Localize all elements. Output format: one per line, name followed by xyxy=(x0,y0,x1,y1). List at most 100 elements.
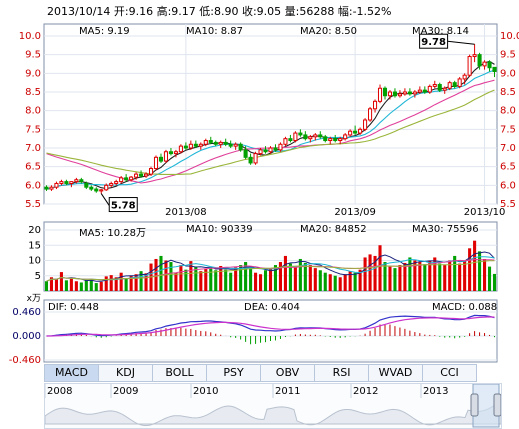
price-tick-right: 10.0 xyxy=(500,31,519,42)
tab-cci[interactable]: CCI xyxy=(423,364,477,382)
min-price-label: 5.78 xyxy=(111,201,136,212)
volume-bar xyxy=(154,258,158,291)
candle-body xyxy=(328,138,333,142)
range-drag-handle[interactable] xyxy=(470,393,479,417)
candle-body xyxy=(238,143,243,151)
candle-body xyxy=(382,87,388,97)
volume-bar xyxy=(378,245,382,291)
candle-body xyxy=(447,82,452,89)
candle-body xyxy=(472,54,477,58)
tab-psy[interactable]: PSY xyxy=(207,364,261,382)
volume-bar xyxy=(134,274,138,291)
nav-year-label: 2011 xyxy=(275,386,301,397)
price-ma30-legend: MA30: 8.14 xyxy=(412,26,470,37)
volume-bar xyxy=(124,278,128,291)
candle-body xyxy=(158,156,164,162)
volume-bar xyxy=(174,272,178,291)
candle-body xyxy=(273,147,278,151)
candle-body xyxy=(163,151,169,162)
candle-body xyxy=(407,91,412,95)
candle-body xyxy=(372,100,378,110)
candle-body xyxy=(358,128,363,134)
volume-bar xyxy=(473,240,477,291)
candle-body xyxy=(104,184,109,191)
volume-bar xyxy=(234,267,238,291)
tab-macd[interactable]: MACD xyxy=(44,364,99,382)
price-tick-left: 7.5 xyxy=(25,124,41,135)
price-tick-right: 6.0 xyxy=(500,180,516,191)
volume-ma5-line xyxy=(46,251,495,282)
candle-body xyxy=(318,134,323,138)
candle-body xyxy=(153,156,159,170)
macd-dea-legend: DEA: 0.404 xyxy=(244,302,300,313)
candle-body xyxy=(432,84,437,87)
volume-bar xyxy=(79,282,83,291)
volume-bar xyxy=(418,262,422,291)
candle-body xyxy=(64,181,69,184)
volume-bar xyxy=(209,268,213,291)
price-ma20-legend: MA20: 8.50 xyxy=(300,26,358,37)
volume-bar xyxy=(244,262,248,291)
volume-bar xyxy=(393,268,397,291)
volume-bar xyxy=(104,276,108,291)
candle-body xyxy=(193,143,198,147)
volume-tick: 10 xyxy=(28,256,41,267)
volume-bar xyxy=(54,279,58,291)
candle-body xyxy=(343,134,348,140)
candle-body xyxy=(124,177,129,181)
volume-bar xyxy=(229,272,233,291)
volume-bar xyxy=(293,266,297,291)
tab-obv[interactable]: OBV xyxy=(261,364,315,382)
volume-bar xyxy=(189,261,193,291)
indicator-tabs: MACD KDJ BOLL PSY OBV RSI WVAD CCI xyxy=(44,364,478,382)
volume-bar xyxy=(433,257,437,291)
price-tick-left: 7.0 xyxy=(25,143,41,154)
candle-body xyxy=(348,130,353,136)
volume-bar xyxy=(308,265,312,291)
volume-bar xyxy=(249,268,253,291)
dea-line xyxy=(46,316,495,337)
volume-bar xyxy=(483,258,487,291)
candle-body xyxy=(129,176,134,181)
volume-bar xyxy=(358,269,362,291)
volume-bar xyxy=(468,248,472,291)
price-tick-left: 5.5 xyxy=(25,199,41,210)
candle-body xyxy=(437,84,442,91)
volume-bar xyxy=(94,283,98,291)
price-tick-right: 7.0 xyxy=(500,143,516,154)
tab-kdj[interactable]: KDJ xyxy=(99,364,153,382)
tab-rsi[interactable]: RSI xyxy=(315,364,369,382)
volume-bar xyxy=(463,260,467,291)
annotation-leader xyxy=(100,193,110,206)
candle-body xyxy=(477,54,482,67)
tab-boll[interactable]: BOLL xyxy=(153,364,207,382)
volume-bar xyxy=(44,281,49,291)
candle-body xyxy=(79,179,84,183)
range-drag-handle[interactable] xyxy=(493,393,501,417)
volume-bar xyxy=(259,274,263,291)
candle-body xyxy=(44,186,49,190)
price-ma5-legend: MA5: 9.19 xyxy=(79,26,130,37)
volume-bar xyxy=(438,263,442,291)
volume-tick: 20 xyxy=(28,225,41,236)
volume-bar xyxy=(458,263,462,291)
candle-body xyxy=(114,181,119,184)
candle-body xyxy=(467,56,472,76)
volume-bar xyxy=(388,266,392,291)
price-tick-left: 10.0 xyxy=(19,31,41,42)
volume-bar xyxy=(49,277,54,291)
range-navigator[interactable]: 2008 2009 2010 2011 2012 2013 xyxy=(44,383,502,429)
volume-bar xyxy=(492,273,497,291)
volume-bar xyxy=(224,269,228,291)
volume-bar xyxy=(303,262,307,291)
tab-wvad[interactable]: WVAD xyxy=(369,364,423,382)
volume-bar xyxy=(59,272,63,291)
candle-body xyxy=(333,138,338,142)
volume-tick: 15 xyxy=(28,240,41,251)
candle-body xyxy=(84,182,89,188)
volume-bar xyxy=(254,272,258,291)
candle-body xyxy=(387,91,393,97)
price-tick-right: 9.5 xyxy=(500,50,516,61)
macd-value-legend: MACD: 0.088 xyxy=(432,302,498,313)
candle-body xyxy=(119,177,124,183)
